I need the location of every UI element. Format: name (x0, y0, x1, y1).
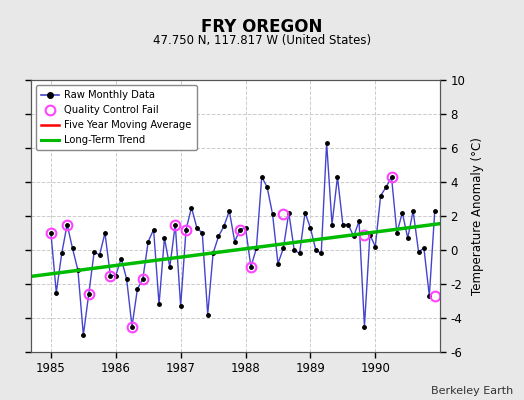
Text: Berkeley Earth: Berkeley Earth (431, 386, 514, 396)
Text: FRY OREGON: FRY OREGON (201, 18, 323, 36)
Text: 47.750 N, 117.817 W (United States): 47.750 N, 117.817 W (United States) (153, 34, 371, 47)
Legend: Raw Monthly Data, Quality Control Fail, Five Year Moving Average, Long-Term Tren: Raw Monthly Data, Quality Control Fail, … (37, 85, 197, 150)
Y-axis label: Temperature Anomaly (°C): Temperature Anomaly (°C) (471, 137, 484, 295)
